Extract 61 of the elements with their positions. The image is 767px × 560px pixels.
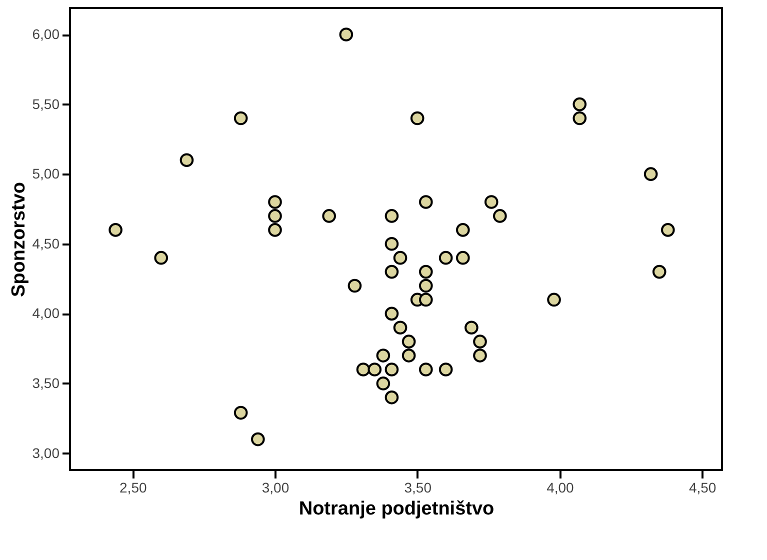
point [484, 195, 498, 209]
point [418, 195, 433, 209]
point [402, 334, 416, 348]
point [384, 209, 399, 223]
x-tick-label: 3,00 [262, 480, 290, 496]
point [348, 278, 362, 293]
point [644, 167, 658, 181]
point [572, 111, 587, 126]
point [180, 153, 194, 168]
point [418, 292, 433, 307]
point [384, 362, 399, 376]
point [322, 209, 336, 223]
y-tick-label: 4,00 [32, 305, 60, 322]
point [438, 250, 453, 265]
point [418, 362, 433, 376]
x-tick-label: 4,00 [546, 480, 574, 496]
y-axis-title: Sponzorstvo [8, 182, 30, 298]
point [438, 362, 453, 376]
point [547, 292, 561, 307]
y-tick-label: 5,50 [32, 96, 60, 112]
y-tick-label: 3,00 [32, 444, 60, 461]
point [473, 334, 487, 348]
point [268, 209, 282, 223]
point [368, 362, 382, 376]
point [384, 390, 399, 404]
point [402, 348, 416, 362]
point [384, 306, 399, 321]
point [652, 264, 666, 279]
point [456, 223, 470, 237]
point [473, 348, 487, 362]
x-tick-label: 3,50 [404, 480, 432, 496]
x-axis-title: Notranje podjetništvo [298, 498, 494, 520]
y-tick-label: 5,00 [32, 166, 60, 182]
y-tick-label: 3,50 [32, 374, 60, 391]
point [339, 28, 354, 42]
point [376, 348, 390, 362]
y-tick-label: 6,00 [32, 26, 60, 42]
point [154, 250, 168, 265]
point [250, 432, 265, 446]
x-tick-label: 4,50 [688, 480, 716, 496]
point [268, 195, 282, 209]
point [384, 236, 399, 251]
point [393, 250, 408, 265]
point [464, 320, 478, 335]
point [108, 223, 122, 237]
point [384, 264, 399, 279]
point [234, 406, 248, 420]
x-tick-label: 2,50 [120, 480, 147, 496]
point [268, 223, 282, 237]
y-tick-label: 4,50 [32, 235, 60, 252]
point [572, 97, 587, 112]
point [493, 209, 507, 223]
point [376, 376, 390, 390]
point [456, 250, 470, 265]
point [418, 264, 433, 279]
point [660, 223, 675, 237]
point [418, 278, 433, 293]
point [356, 362, 370, 376]
point [410, 111, 424, 126]
point [234, 111, 248, 126]
point [393, 320, 408, 335]
